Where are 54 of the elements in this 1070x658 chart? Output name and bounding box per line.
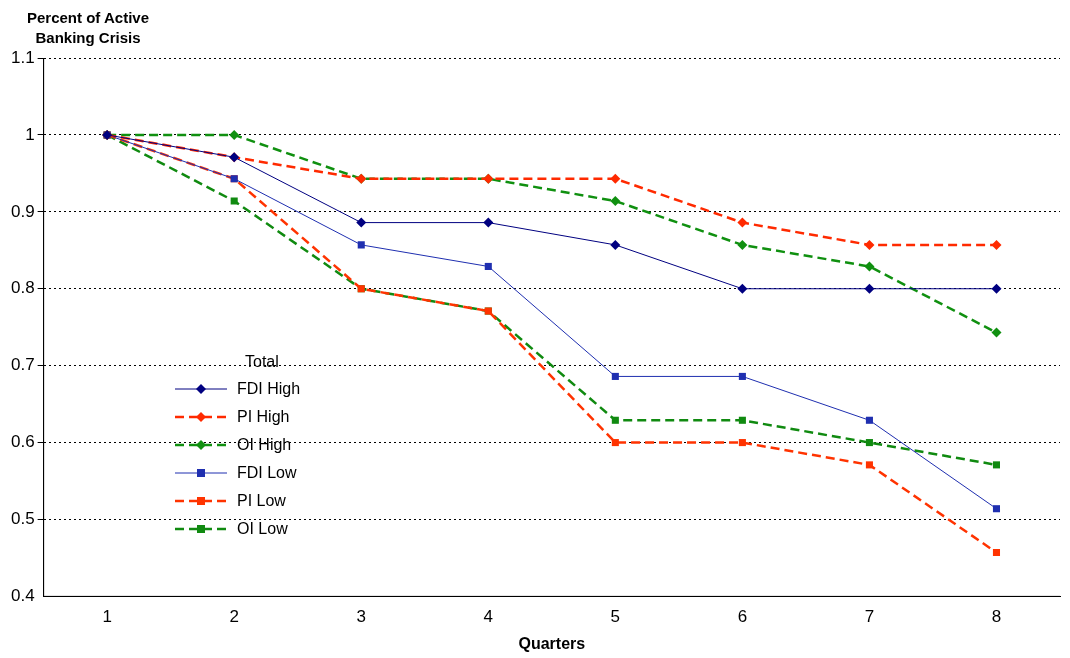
y-tick-label: 1 bbox=[25, 124, 35, 144]
point bbox=[992, 549, 1001, 557]
point bbox=[610, 173, 621, 184]
x-tick-label: 4 bbox=[483, 607, 494, 627]
point bbox=[992, 461, 1001, 469]
point bbox=[991, 327, 1002, 338]
y-tick-label: 0.5 bbox=[10, 509, 35, 529]
y-axis-title: Percent of Active Banking Crisis bbox=[26, 8, 150, 48]
legend-label: PI Low bbox=[237, 492, 286, 510]
y-tick-label: 0.4 bbox=[10, 586, 35, 606]
point bbox=[611, 372, 619, 380]
point bbox=[737, 217, 748, 228]
point bbox=[610, 196, 621, 207]
point bbox=[737, 283, 748, 294]
point bbox=[357, 241, 365, 249]
point bbox=[864, 283, 875, 294]
legend-label: FDI High bbox=[237, 380, 301, 398]
point bbox=[992, 505, 1001, 513]
legend-label: FDI Low bbox=[237, 464, 297, 482]
legend-title: Total bbox=[245, 353, 280, 371]
point bbox=[356, 217, 367, 228]
point bbox=[865, 416, 873, 424]
point bbox=[738, 372, 746, 380]
x-tick-label: 1 bbox=[102, 607, 112, 627]
x-tick-label: 3 bbox=[356, 607, 366, 627]
y-tick-label: 0.9 bbox=[10, 201, 35, 221]
point bbox=[611, 416, 619, 424]
legend-label: OI Low bbox=[237, 520, 288, 538]
point bbox=[230, 197, 238, 205]
point bbox=[483, 217, 494, 228]
legend-label: PI High bbox=[237, 408, 290, 426]
point bbox=[611, 439, 619, 447]
point bbox=[229, 129, 240, 140]
x-axis-title: Quarters bbox=[518, 634, 586, 652]
x-tick-label: 5 bbox=[610, 607, 621, 627]
point bbox=[737, 239, 748, 250]
point bbox=[991, 283, 1002, 294]
point bbox=[865, 461, 873, 469]
y-tick-label: 0.7 bbox=[10, 355, 35, 375]
point bbox=[738, 416, 746, 424]
point bbox=[991, 239, 1002, 250]
x-tick-label: 7 bbox=[864, 607, 875, 627]
y-tick-label: 1.1 bbox=[10, 47, 35, 67]
x-tick-label: 8 bbox=[991, 607, 1002, 627]
x-tick-label: 2 bbox=[229, 607, 239, 627]
point bbox=[865, 439, 873, 447]
point bbox=[864, 239, 875, 250]
point bbox=[864, 261, 875, 272]
point bbox=[484, 262, 492, 270]
point bbox=[738, 439, 746, 447]
y-tick-label: 0.6 bbox=[10, 432, 35, 452]
x-tick-label: 6 bbox=[737, 607, 748, 627]
point bbox=[610, 239, 621, 250]
y-tick-label: 0.8 bbox=[10, 278, 35, 298]
